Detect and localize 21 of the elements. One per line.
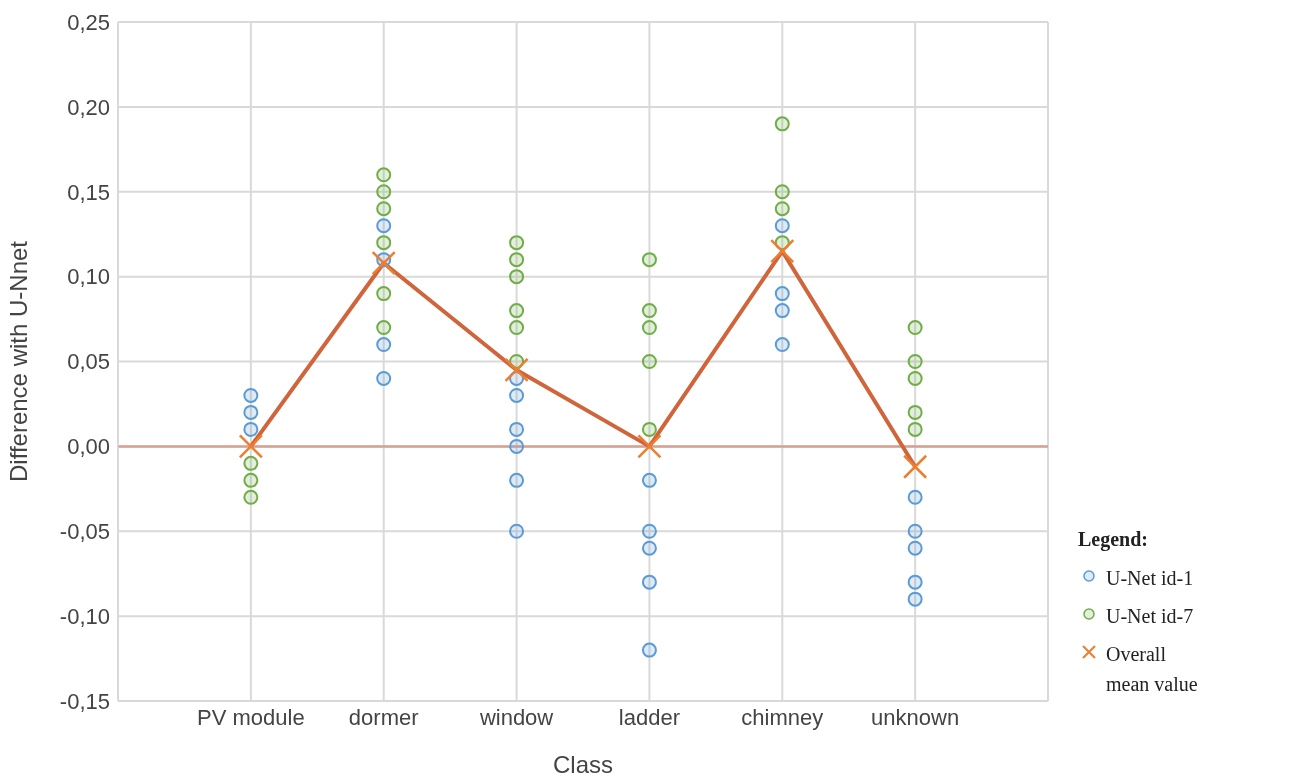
x-tick-label: dormer — [348, 704, 419, 730]
y-tick-label: 0,10 — [67, 264, 110, 290]
y-tick-label: -0,05 — [59, 519, 110, 545]
x-tick-label: PV module — [197, 704, 305, 730]
y-tick-label: 0,00 — [67, 434, 110, 460]
x-axis-title: Class — [552, 751, 614, 778]
y-tick-label: -0,10 — [59, 603, 110, 629]
legend-label: U-Net id-1 — [1106, 566, 1194, 591]
y-axis-title: Difference with U-Nnet — [4, 240, 32, 482]
legend-label: Overall mean value — [1106, 642, 1198, 697]
x-tick-label: unknown — [871, 704, 960, 730]
legend-title: Legend: — [1078, 528, 1149, 551]
y-tick-label: 0,25 — [67, 9, 110, 35]
y-tick-label: 0,05 — [67, 349, 110, 375]
legend-label: U-Net id-7 — [1106, 604, 1194, 629]
y-tick-label: 0,15 — [67, 179, 110, 205]
x-tick-label: ladder — [618, 704, 681, 730]
y-tick-label: 0,20 — [67, 94, 110, 120]
x-tick-label: chimney — [741, 704, 824, 730]
y-tick-label: -0,15 — [59, 688, 110, 714]
x-tick-label: window — [478, 704, 554, 730]
